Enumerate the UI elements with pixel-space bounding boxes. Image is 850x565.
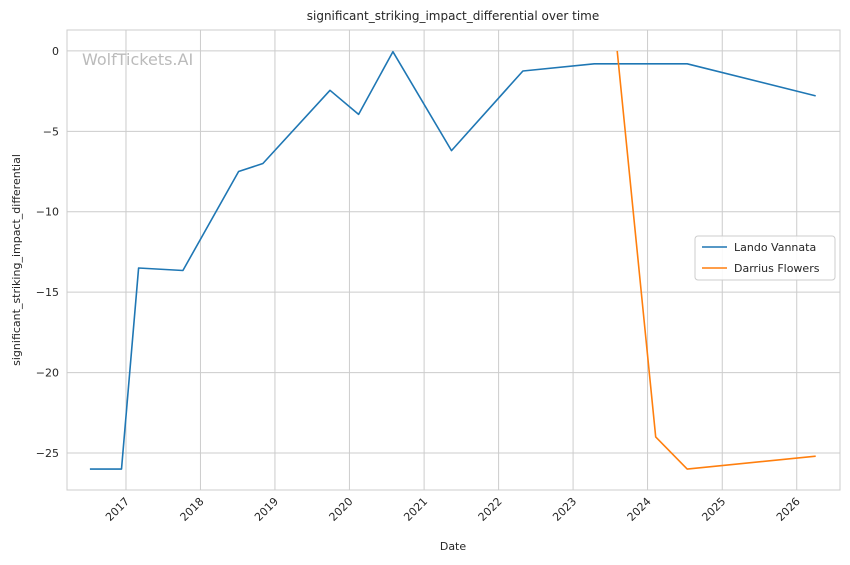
x-tick-label: 2022 [476, 495, 505, 524]
series-line-lando-vannata [89, 50, 816, 470]
series-group [89, 50, 816, 470]
legend-box [694, 235, 836, 281]
y-tick-label: −10 [36, 206, 59, 219]
x-tick-label: 2020 [327, 495, 356, 524]
legend-label-darrius-flowers: Darrius Flowers [734, 262, 820, 275]
y-tick-label: −25 [36, 447, 59, 460]
y-tick-label: −15 [36, 286, 59, 299]
x-axis-ticks: 2017 2018 2019 2020 2021 2022 2023 2024 2025 2026 [103, 495, 803, 524]
x-tick-label: 2023 [550, 495, 579, 524]
y-tick-label: −5 [43, 125, 59, 138]
x-tick-label: 2017 [103, 495, 132, 524]
legend: Lando Vannata Darrius Flowers [694, 235, 836, 281]
y-axis-label: significant_striking_impact_differential [10, 154, 23, 366]
plot-frame [66, 29, 841, 491]
x-tick-label: 2024 [625, 495, 654, 524]
x-tick-label: 2021 [401, 495, 430, 524]
y-tick-label: −20 [36, 367, 59, 380]
series-line-darrius-flowers [616, 50, 816, 470]
x-tick-label: 2025 [699, 495, 728, 524]
legend-label-lando-vannata: Lando Vannata [734, 241, 816, 254]
x-tick-label: 2018 [178, 495, 207, 524]
y-axis-ticks: 0 −5 −10 −15 −20 −25 [36, 45, 59, 460]
x-tick-label: 2026 [774, 495, 803, 524]
watermark: WolfTickets.AI [82, 50, 193, 69]
y-tick-label: 0 [52, 45, 59, 58]
x-axis-label: Date [440, 540, 467, 553]
chart-title: significant_striking_impact_differential… [307, 9, 599, 23]
x-tick-label: 2019 [252, 495, 281, 524]
